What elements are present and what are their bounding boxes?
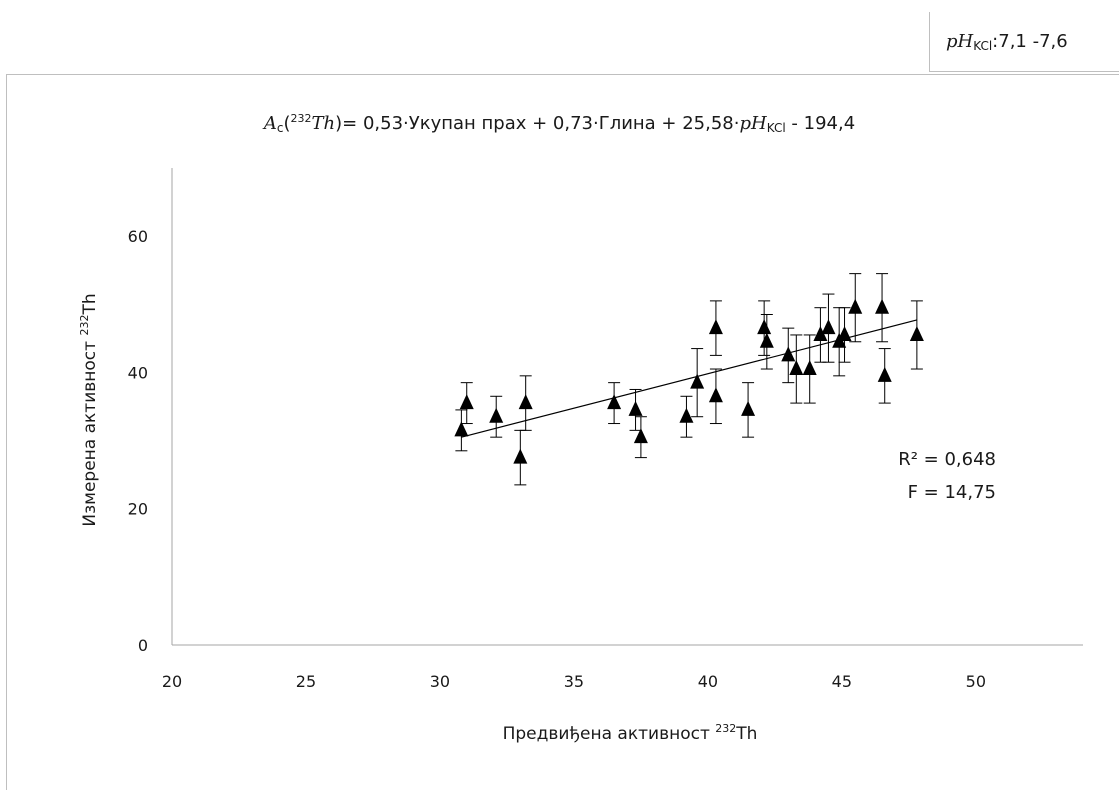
x-tick-label: 35 <box>564 672 584 691</box>
x-tick-label: 30 <box>430 672 450 691</box>
chart-title: Ac(232Th)= 0,53·Укупан прах + 0,73·Глина… <box>263 112 856 135</box>
x-tick-label: 40 <box>698 672 718 691</box>
x-tick-label: 25 <box>296 672 316 691</box>
y-tick-label: 0 <box>138 636 148 655</box>
data-point-triangle <box>813 325 828 341</box>
data-point-triangle <box>679 407 694 423</box>
data-point-triangle <box>708 319 723 335</box>
y-axis-element: Th <box>80 293 100 315</box>
x-axis-element: Th <box>736 724 758 744</box>
data-point-triangle <box>875 298 890 314</box>
y-tick-label: 40 <box>128 363 148 382</box>
data-point-triangle <box>489 407 504 423</box>
data-point-triangle <box>708 387 723 403</box>
ph-subscript: KCl <box>973 39 993 53</box>
data-point-triangle <box>633 428 648 444</box>
data-point-triangle <box>781 346 796 362</box>
data-point-triangle <box>757 319 772 335</box>
title-constant: - 194,4 <box>785 113 856 134</box>
x-tick-label: 45 <box>832 672 852 691</box>
chart-axes <box>171 168 1083 646</box>
data-point-triangle <box>909 325 924 341</box>
y-axis-label-text: Измерена активност <box>80 335 100 527</box>
tick-labels: 20 25 30 35 40 45 50 0 20 40 60 <box>128 227 986 691</box>
f-statistic-annotation: F = 14,75 <box>907 482 996 503</box>
title-equation-terms: = 0,53·Укупан прах + 0,73·Глина + 25,58· <box>342 113 740 134</box>
chart-frame <box>6 74 1119 790</box>
x-tick-label: 50 <box>966 672 986 691</box>
data-point-triangle <box>802 360 817 376</box>
data-point-triangle <box>759 332 774 348</box>
y-tick-label: 60 <box>128 227 148 246</box>
data-point-triangle <box>690 373 705 389</box>
r-squared-annotation: R² = 0,648 <box>898 449 996 470</box>
y-tick-label: 20 <box>128 500 148 519</box>
y-axis-label: Измерена активност 232Th <box>78 293 100 526</box>
ph-range-label: pHKCl:7,1 -7,6 <box>929 12 1119 72</box>
x-tick-label: 20 <box>162 672 182 691</box>
title-activity-subscript: c <box>276 121 284 135</box>
title-ph-symbol: pH <box>739 113 767 134</box>
data-point-triangle <box>513 448 528 464</box>
data-point-triangle <box>607 394 622 410</box>
data-point-triangle <box>837 325 852 341</box>
data-point-triangle <box>454 421 469 437</box>
data-point-triangle <box>789 360 804 376</box>
data-point-triangle <box>848 298 863 314</box>
data-points <box>454 298 924 464</box>
data-point-triangle <box>459 394 474 410</box>
data-point-triangle <box>518 394 533 410</box>
title-activity-symbol: A <box>263 113 277 134</box>
title-element: Th <box>311 113 336 134</box>
ph-range-value: :7,1 -7,6 <box>992 31 1068 52</box>
title-isotope-mass: 232 <box>290 112 312 125</box>
x-axis-label-text: Предвиђена активност <box>502 724 716 744</box>
y-axis-isotope-mass: 232 <box>78 314 91 336</box>
x-axis-isotope-mass: 232 <box>715 722 737 735</box>
x-axis-label: Предвиђена активност 232Th <box>380 722 880 744</box>
ph-symbol: pH <box>946 31 974 52</box>
title-ph-subscript: KCl <box>766 121 786 135</box>
data-point-triangle <box>628 400 643 416</box>
data-point-triangle <box>821 319 836 335</box>
data-point-triangle <box>877 366 892 382</box>
data-point-triangle <box>741 400 756 416</box>
